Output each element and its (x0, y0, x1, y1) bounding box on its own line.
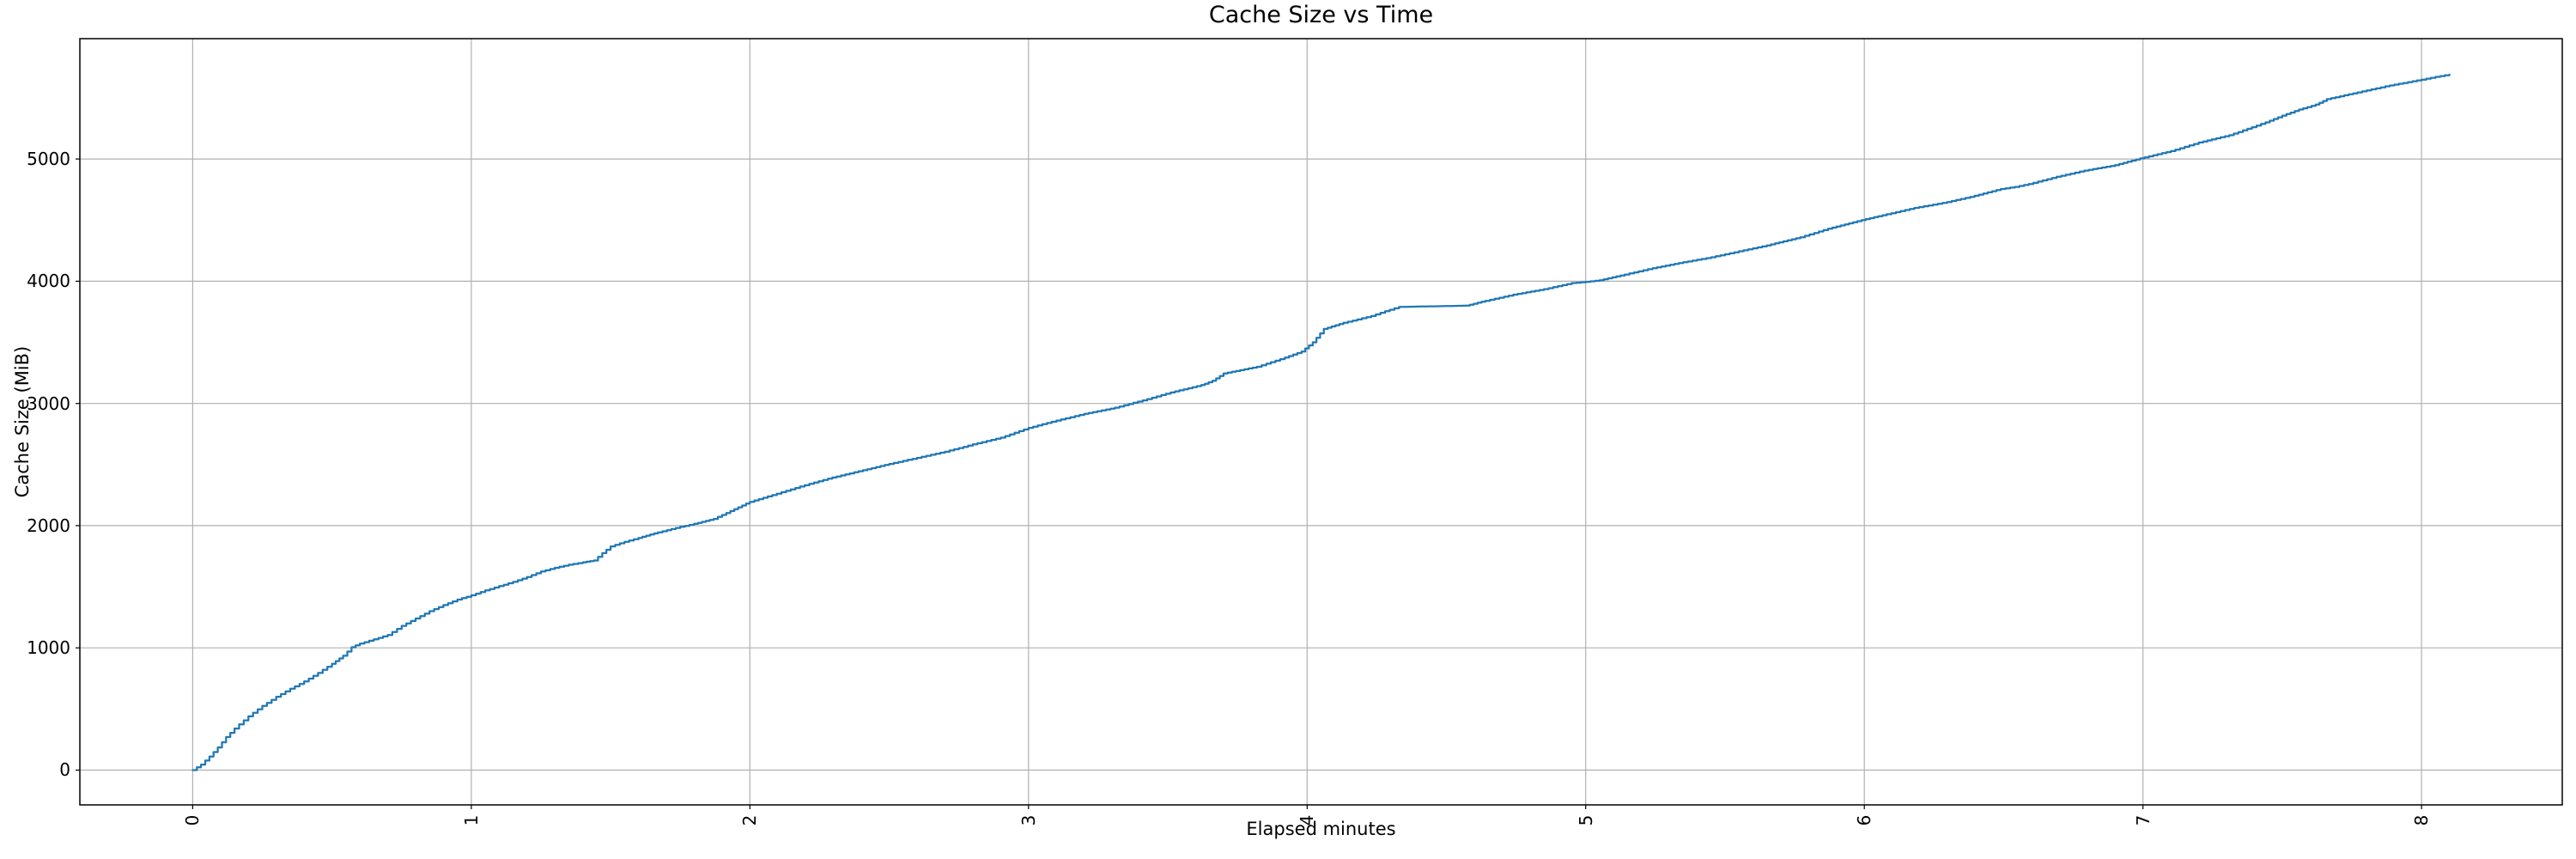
y-tick-label: 1000 (27, 637, 70, 658)
y-tick-label: 2000 (27, 515, 70, 536)
chart-title: Cache Size vs Time (1208, 2, 1434, 28)
y-tick-label: 0 (59, 759, 70, 780)
plot-spines (79, 38, 2563, 806)
y-tick-label: 3000 (27, 393, 70, 414)
y-tick-label: 4000 (27, 271, 70, 291)
y-axis-label: Cache Size (MiB) (12, 345, 33, 498)
y-tick-label: 5000 (27, 149, 70, 169)
cache-size-line (191, 73, 2451, 771)
x-axis-label: Elapsed minutes (1246, 819, 1396, 839)
